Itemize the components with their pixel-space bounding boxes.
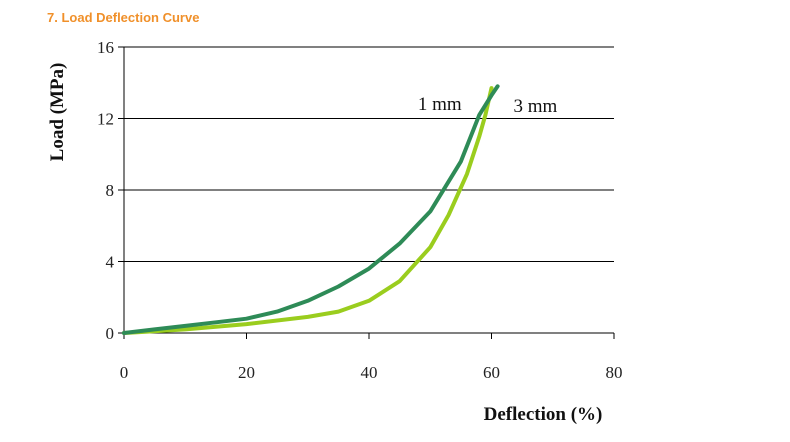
y-axis-title: Load (MPa) bbox=[47, 63, 68, 162]
y-tick-label: 8 bbox=[106, 181, 115, 200]
x-tick-label: 0 bbox=[120, 363, 129, 382]
x-tick-label: 60 bbox=[483, 363, 500, 382]
y-tick-labels: 0 4 8 12 16 bbox=[97, 38, 115, 343]
series-labels: 1 mm 3 mm bbox=[418, 94, 558, 117]
axes bbox=[118, 46, 615, 339]
x-tick-labels: 0 20 40 60 80 bbox=[120, 363, 623, 382]
y-tick-label: 16 bbox=[97, 38, 114, 57]
x-tick-label: 80 bbox=[606, 363, 623, 382]
series-label: 1 mm bbox=[418, 94, 462, 115]
x-tick-label: 40 bbox=[361, 363, 378, 382]
series-label: 3 mm bbox=[514, 96, 558, 117]
y-tick-label: 0 bbox=[106, 324, 115, 343]
y-tick-label: 12 bbox=[97, 110, 114, 129]
series-lines bbox=[122, 84, 500, 335]
x-tick-label: 20 bbox=[238, 363, 255, 382]
grid-lines bbox=[124, 46, 614, 262]
x-axis-title: Deflection (%) bbox=[484, 404, 603, 425]
series-line-3mm bbox=[122, 86, 494, 335]
series-line-1mm bbox=[122, 84, 500, 335]
page-heading: 7. Load Deflection Curve bbox=[47, 10, 200, 25]
y-tick-label: 4 bbox=[106, 253, 115, 272]
